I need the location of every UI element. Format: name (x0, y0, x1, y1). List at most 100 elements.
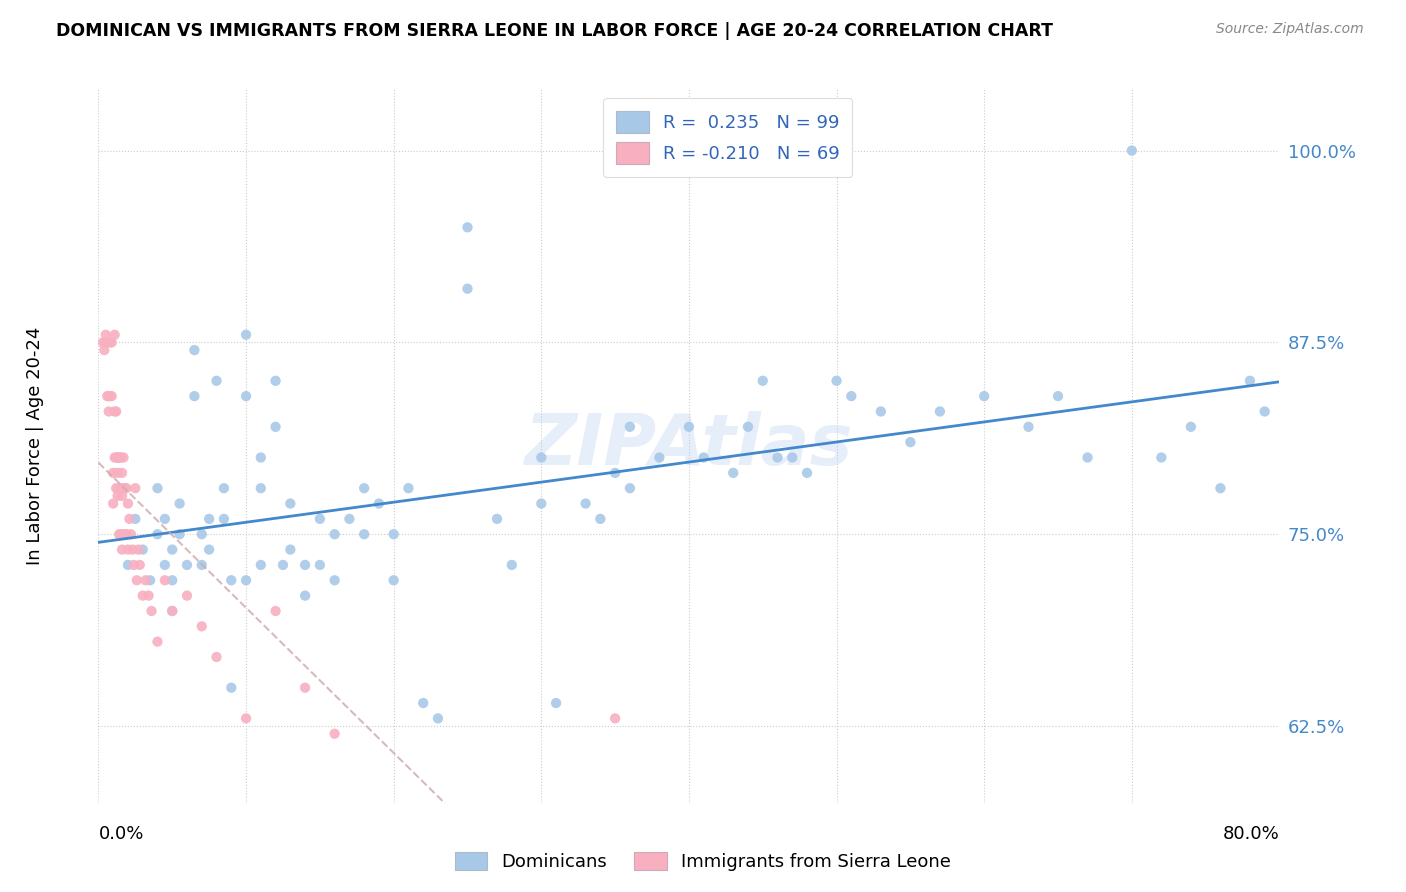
Point (153, 558, 176, 572)
Point (382, 527, 405, 541)
Point (456, 220, 478, 235)
Point (132, 589, 155, 603)
Point (396, 481, 419, 495)
Point (183, 389, 205, 403)
Point (98, 389, 121, 403)
Point (309, 512, 332, 526)
Point (97, 389, 120, 403)
Point (1077, 450, 1099, 465)
Point (973, 389, 995, 403)
Point (589, 512, 612, 526)
Point (648, 450, 671, 465)
Point (782, 450, 804, 465)
Point (107, 466, 129, 480)
Point (605, 711, 627, 725)
Point (235, 389, 257, 403)
Point (294, 558, 316, 572)
Point (121, 542, 143, 557)
Point (115, 481, 138, 495)
Point (114, 481, 136, 495)
Point (162, 542, 183, 557)
Point (91, 335, 114, 350)
Point (205, 374, 228, 388)
Point (105, 481, 128, 495)
Text: 80.0%: 80.0% (1223, 825, 1279, 843)
Point (619, 419, 641, 434)
Point (111, 489, 134, 503)
Point (114, 527, 136, 541)
Point (219, 574, 242, 588)
Point (250, 450, 273, 465)
Point (112, 481, 135, 495)
Point (1150, 450, 1173, 465)
Point (737, 419, 759, 434)
Point (796, 466, 818, 480)
Point (264, 374, 287, 388)
Point (278, 542, 302, 557)
Point (120, 527, 142, 541)
Point (94, 335, 117, 350)
Point (138, 589, 160, 603)
Point (111, 466, 134, 480)
Point (412, 696, 434, 710)
Point (153, 574, 176, 588)
Point (235, 574, 257, 588)
Point (132, 542, 155, 557)
Point (118, 512, 141, 526)
Legend: R =  0.235   N = 99, R = -0.210   N = 69: R = 0.235 N = 99, R = -0.210 N = 69 (603, 98, 852, 177)
Point (191, 558, 214, 572)
Point (107, 489, 129, 503)
Point (100, 389, 122, 403)
Point (115, 527, 138, 541)
Point (191, 527, 214, 541)
Text: In Labor Force | Age 20-24: In Labor Force | Age 20-24 (27, 326, 44, 566)
Point (105, 450, 128, 465)
Point (146, 634, 169, 648)
Point (110, 450, 132, 465)
Text: Source: ZipAtlas.com: Source: ZipAtlas.com (1216, 22, 1364, 37)
Point (839, 389, 862, 403)
Point (530, 497, 553, 511)
Point (198, 542, 221, 557)
Point (323, 527, 346, 541)
Point (112, 450, 135, 465)
Point (382, 804, 405, 818)
Point (264, 419, 287, 434)
Point (110, 527, 132, 541)
Point (1121, 144, 1143, 158)
Point (108, 481, 131, 495)
Point (198, 512, 221, 526)
Point (162, 574, 183, 588)
Point (212, 512, 235, 526)
Point (176, 589, 198, 603)
Point (271, 558, 294, 572)
Point (1254, 404, 1277, 418)
Point (928, 404, 950, 418)
Point (183, 343, 205, 357)
Text: ZIPAtlas: ZIPAtlas (524, 411, 853, 481)
Point (382, 574, 405, 588)
Point (169, 527, 191, 541)
Point (353, 481, 375, 495)
Point (1180, 419, 1202, 434)
Point (264, 604, 287, 618)
Point (486, 512, 509, 526)
Point (100, 335, 122, 350)
Point (146, 481, 169, 495)
Point (427, 711, 450, 725)
Point (619, 481, 641, 495)
Point (501, 558, 523, 572)
Point (544, 696, 567, 710)
Point (105, 404, 128, 418)
Point (125, 574, 148, 588)
Point (94, 327, 117, 342)
Point (107, 450, 129, 465)
Point (751, 374, 773, 388)
Point (456, 819, 478, 833)
Point (250, 558, 273, 572)
Point (111, 542, 134, 557)
Point (574, 497, 596, 511)
Point (294, 681, 316, 695)
Point (869, 404, 891, 418)
Point (766, 450, 789, 465)
